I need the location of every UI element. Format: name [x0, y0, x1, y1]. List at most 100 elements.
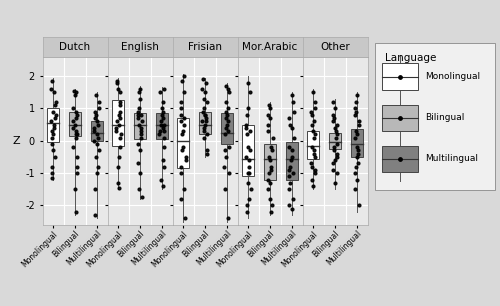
- Point: [200, 135, 208, 140]
- Point: [50, 132, 58, 137]
- Point: [354, 177, 362, 182]
- Point: [134, 161, 142, 166]
- Point: [178, 78, 186, 83]
- Point: [289, 99, 297, 104]
- Point: [246, 196, 254, 201]
- Point: [354, 145, 362, 150]
- Point: [178, 99, 186, 104]
- Point: [178, 171, 186, 176]
- Point: [114, 87, 122, 91]
- Point: [328, 112, 336, 117]
- Point: [333, 142, 341, 147]
- Point: [308, 122, 316, 127]
- Point: [159, 158, 167, 162]
- Point: [160, 129, 168, 133]
- Point: [180, 122, 188, 127]
- Point: [330, 148, 338, 153]
- Point: [71, 187, 79, 192]
- Point: [134, 142, 142, 147]
- Point: [90, 138, 98, 143]
- Point: [352, 109, 360, 114]
- Point: [331, 158, 339, 162]
- Point: [48, 171, 56, 176]
- Point: [72, 109, 80, 114]
- Point: [222, 148, 230, 153]
- Point: [202, 119, 209, 124]
- Point: [225, 145, 233, 150]
- Bar: [382, 146, 418, 172]
- Point: [224, 106, 232, 111]
- Point: [311, 171, 319, 176]
- Point: [244, 180, 252, 185]
- Point: [160, 145, 168, 150]
- Point: [92, 132, 100, 137]
- Point: [48, 109, 56, 114]
- Point: [266, 180, 274, 185]
- Point: [264, 171, 272, 176]
- Point: [333, 132, 341, 137]
- Point: [47, 119, 55, 124]
- Point: [135, 106, 143, 111]
- Point: [286, 122, 294, 127]
- Point: [112, 125, 120, 130]
- Point: [73, 164, 81, 169]
- Point: [396, 115, 404, 120]
- Point: [310, 151, 318, 156]
- Point: [330, 116, 338, 121]
- Point: [138, 195, 146, 200]
- Point: [225, 90, 233, 95]
- Point: [72, 129, 80, 133]
- Point: [285, 174, 293, 179]
- Point: [330, 145, 338, 150]
- Point: [198, 87, 206, 91]
- Bar: [178, 118, 190, 168]
- Point: [308, 145, 316, 150]
- Point: [222, 83, 230, 88]
- Point: [354, 161, 362, 166]
- Point: [160, 87, 168, 91]
- Point: [350, 135, 358, 140]
- Point: [245, 164, 253, 169]
- Point: [288, 206, 296, 211]
- Point: [134, 116, 142, 121]
- Point: [225, 171, 233, 176]
- Point: [224, 129, 232, 133]
- Point: [286, 187, 294, 192]
- Point: [244, 145, 252, 150]
- Point: [396, 156, 404, 161]
- Point: [136, 96, 143, 101]
- Point: [266, 106, 274, 111]
- Point: [116, 90, 124, 95]
- Point: [199, 109, 207, 114]
- Point: [116, 109, 124, 114]
- Point: [333, 151, 341, 156]
- Point: [265, 103, 273, 108]
- Point: [52, 112, 60, 117]
- Y-axis label: Z: Z: [13, 136, 20, 146]
- Point: [70, 125, 78, 130]
- Point: [156, 119, 164, 124]
- Bar: [382, 63, 418, 90]
- Point: [355, 119, 363, 124]
- Point: [48, 142, 56, 147]
- Point: [243, 112, 251, 117]
- Point: [288, 155, 296, 159]
- Point: [116, 145, 124, 150]
- Point: [329, 161, 337, 166]
- Point: [180, 145, 188, 150]
- Point: [136, 87, 144, 91]
- Point: [352, 129, 360, 133]
- Text: Bilingual: Bilingual: [426, 113, 465, 122]
- Point: [178, 148, 186, 153]
- Point: [224, 119, 232, 124]
- Point: [92, 93, 100, 98]
- Point: [160, 135, 168, 140]
- Point: [158, 106, 166, 111]
- Point: [95, 106, 103, 111]
- Point: [72, 210, 80, 215]
- Point: [200, 112, 208, 117]
- Point: [268, 167, 276, 172]
- Point: [158, 184, 166, 188]
- Point: [310, 90, 318, 95]
- Point: [156, 90, 164, 95]
